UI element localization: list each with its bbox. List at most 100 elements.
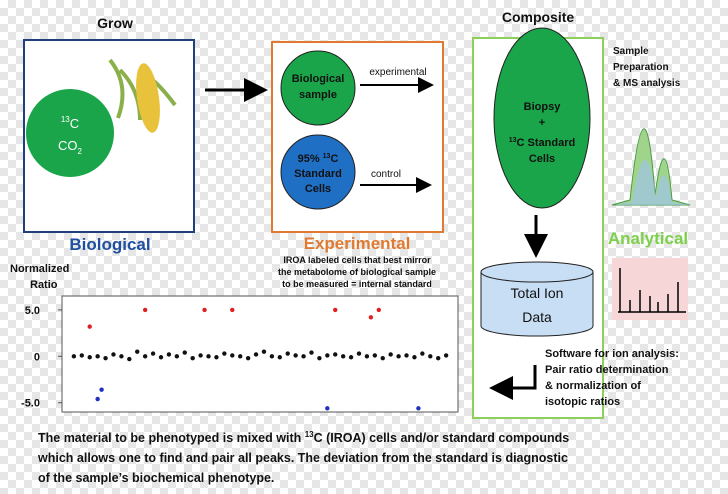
data-point: [277, 355, 282, 360]
data-point: [87, 324, 92, 329]
data-point: [99, 387, 104, 392]
data-point: [206, 354, 211, 359]
co2-text: 13C: [61, 115, 79, 131]
data-point: [368, 315, 374, 320]
software-text: Software for ion analysis:: [545, 348, 679, 360]
arrow-label: control: [371, 169, 401, 180]
data-point: [364, 354, 370, 359]
chromatogram: [615, 159, 690, 205]
cylinder-top: [480, 261, 594, 283]
data-point: [111, 352, 116, 357]
data-point: [214, 355, 219, 360]
note-text: the metabolome of biological sample: [278, 267, 436, 277]
data-point: [340, 354, 346, 359]
data-point: [71, 354, 77, 359]
data-point: [174, 354, 180, 359]
data-point: [325, 353, 330, 358]
standard-text: 95% 13C: [298, 153, 339, 165]
data-point: [198, 353, 203, 358]
data-point: [190, 355, 195, 361]
sample-circle: [280, 50, 356, 126]
corn-icon: [108, 58, 177, 133]
analytical-title: Sample: [613, 46, 649, 57]
data-point: [150, 351, 156, 356]
data-point: [103, 355, 108, 361]
note-text: IROA labeled cells that best mirror: [283, 255, 431, 265]
data-point: [202, 307, 207, 313]
data-point: [333, 352, 338, 357]
arrow: [489, 365, 537, 400]
footer-text: which allows one to find and pair all pe…: [37, 451, 568, 465]
grow-title: Grow: [97, 15, 133, 31]
data-point: [380, 355, 385, 361]
data-point: [142, 307, 148, 313]
analytical-title: Preparation: [613, 62, 669, 73]
co2-circle: [26, 89, 114, 177]
data-point: [412, 355, 417, 360]
arrow-label: experimental: [369, 67, 426, 78]
data-point: [95, 354, 100, 359]
data-point: [127, 356, 132, 362]
sample-text: Biological: [292, 73, 345, 85]
data-point: [285, 351, 290, 356]
plot-ylabel: Normalized: [10, 263, 69, 275]
data-point: [443, 353, 449, 358]
co2-text: CO2: [58, 138, 83, 156]
analytical-title: & MS analysis: [613, 78, 681, 89]
plot-ylabel: Ratio: [30, 279, 58, 291]
data-point: [261, 349, 267, 354]
data-point: [79, 353, 85, 358]
y-tick-label: 5.0: [25, 305, 40, 317]
data-point: [428, 354, 433, 359]
ion-text: Data: [522, 309, 552, 325]
data-point: [388, 352, 393, 357]
data-point: [325, 406, 330, 411]
y-tick-label: 0: [34, 351, 40, 363]
data-point: [95, 396, 100, 402]
standard-circle: [280, 134, 356, 210]
data-point: [135, 349, 140, 354]
data-point: [376, 307, 381, 313]
data-point: [230, 353, 235, 358]
data-point: [356, 351, 362, 356]
biopsy-text: +: [539, 117, 545, 129]
y-tick-label: -5.0: [21, 398, 40, 410]
analytical-label: Analytical: [608, 229, 688, 248]
software-text: isotopic ratios: [545, 396, 620, 408]
data-point: [348, 355, 354, 360]
plot-frame: [61, 295, 459, 413]
data-point: [166, 352, 172, 357]
data-point: [416, 406, 421, 411]
data-point: [245, 355, 251, 361]
standard-text: Cells: [305, 183, 331, 195]
cylinder: [480, 272, 594, 337]
biopsy-text: Cells: [529, 153, 555, 165]
data-point: [87, 355, 92, 360]
biopsy-text: 13C Standard: [509, 137, 575, 149]
data-point: [119, 354, 124, 359]
software-text: Pair ratio determination: [545, 364, 669, 376]
data-point: [238, 354, 243, 359]
data-point: [269, 354, 275, 359]
data-point: [158, 355, 164, 360]
data-point: [372, 353, 378, 358]
data-point: [301, 354, 306, 359]
footer-text: The material to be phenotyped is mixed w…: [38, 430, 569, 445]
software-text: & normalization of: [545, 380, 641, 392]
biological-label: Biological: [69, 235, 150, 254]
data-point: [420, 351, 425, 356]
data-point: [333, 307, 338, 313]
standard-text: Standard: [294, 168, 342, 180]
ion-text: Total Ion: [511, 285, 564, 301]
data-point: [309, 350, 314, 355]
data-point: [436, 355, 441, 361]
biopsy-ellipse: [493, 27, 591, 209]
data-point: [142, 354, 148, 359]
data-point: [222, 351, 227, 356]
footer-text: of the sample’s biochemical phenotype.: [38, 471, 274, 485]
data-point: [396, 354, 401, 359]
composite-title: Composite: [502, 9, 575, 25]
spectrum: [618, 268, 686, 313]
data-point: [182, 350, 187, 355]
